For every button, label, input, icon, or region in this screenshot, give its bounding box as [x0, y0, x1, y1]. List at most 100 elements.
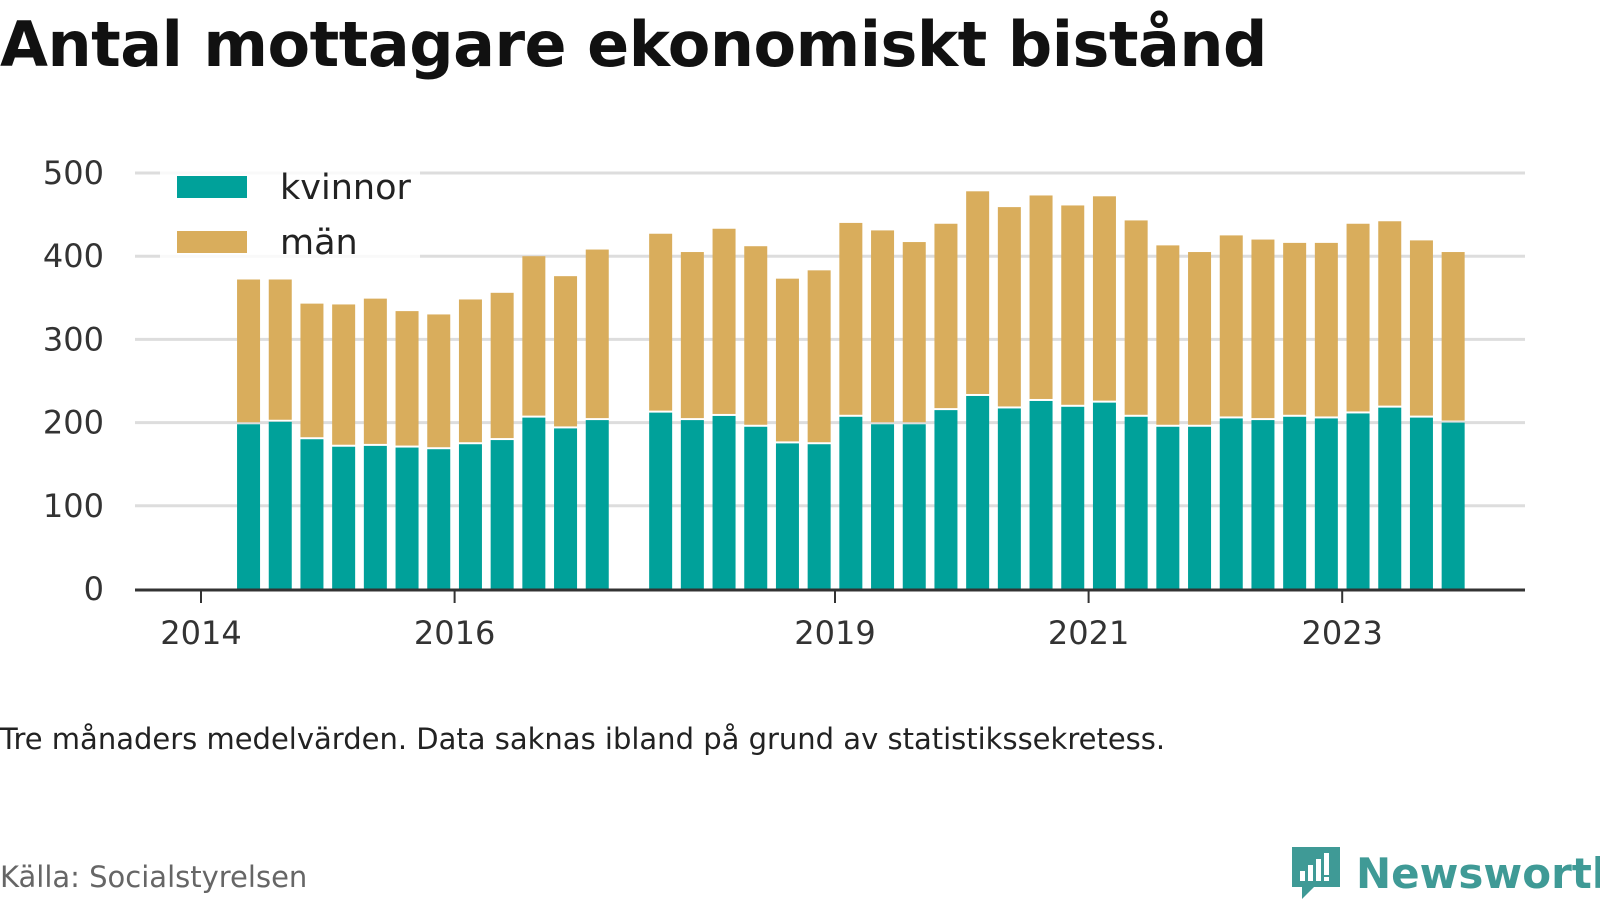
- y-tick-label: 500: [43, 154, 104, 192]
- bar-kvinnor: [1441, 422, 1465, 589]
- bar-kvinnor: [1156, 426, 1180, 589]
- bar-man: [1441, 252, 1465, 421]
- x-tick-label: 2014: [160, 614, 241, 652]
- bar-kvinnor: [1251, 420, 1275, 589]
- bar-kvinnor: [649, 412, 673, 589]
- axes: 0 100 200 300 400 500 2014 2016 2019 2021 2023: [43, 154, 1525, 652]
- bar-kvinnor: [1124, 416, 1148, 589]
- bar-man: [680, 252, 704, 419]
- bar-man: [458, 299, 482, 443]
- bar-kvinnor: [332, 446, 356, 589]
- bar-man: [744, 246, 768, 425]
- bar-kvinnor: [1409, 417, 1433, 589]
- bar-kvinnor: [744, 426, 768, 589]
- bar-kvinnor: [237, 424, 261, 589]
- y-tick-label: 300: [43, 320, 104, 358]
- bar-man: [395, 311, 419, 446]
- bar-kvinnor: [585, 420, 609, 589]
- bar-man: [427, 314, 451, 448]
- bar-man: [1378, 221, 1402, 406]
- bar-kvinnor: [934, 410, 958, 589]
- bar-man: [966, 191, 990, 394]
- x-tick-label: 2021: [1048, 614, 1129, 652]
- bar-man: [1314, 242, 1338, 417]
- bar-man: [1061, 205, 1085, 405]
- bar-man: [1283, 242, 1307, 415]
- legend-swatch: [177, 176, 247, 198]
- chart-title: Antal mottagare ekonomiskt bistånd: [0, 8, 1267, 81]
- bar-kvinnor: [871, 424, 895, 589]
- bar-kvinnor: [712, 415, 736, 589]
- bar-kvinnor: [490, 440, 514, 589]
- bar-kvinnor: [1029, 400, 1053, 589]
- bar-man: [1188, 252, 1212, 425]
- bar-kvinnor: [775, 443, 799, 589]
- bar-man: [490, 292, 514, 439]
- source-text: Källa: Socialstyrelsen: [0, 860, 308, 894]
- bar-man: [363, 298, 387, 444]
- chart: 0 100 200 300 400 500 2014 2016 2019 2021 2023 kvi…: [43, 154, 1525, 652]
- brand-logo: Newsworthy: [1290, 845, 1600, 901]
- x-tick-label: 2019: [794, 614, 875, 652]
- bar-man: [997, 207, 1021, 407]
- bar-kvinnor: [1219, 418, 1243, 589]
- y-tick-label: 400: [43, 237, 104, 275]
- bar-kvinnor: [554, 428, 578, 589]
- bar-man: [775, 278, 799, 442]
- bar-kvinnor: [1314, 418, 1338, 589]
- bar-kvinnor: [1061, 406, 1085, 589]
- bar-kvinnor: [458, 444, 482, 589]
- bar-man: [649, 233, 673, 411]
- bar-kvinnor: [966, 395, 990, 589]
- y-tick-label: 100: [43, 487, 104, 525]
- bar-man: [1346, 223, 1370, 412]
- bar-man: [585, 249, 609, 419]
- bar-kvinnor: [680, 420, 704, 589]
- bars: [237, 191, 1465, 589]
- bar-man: [1219, 235, 1243, 417]
- bar-kvinnor: [902, 424, 926, 589]
- y-tick-label: 0: [84, 570, 104, 608]
- bar-man: [1409, 240, 1433, 416]
- bar-kvinnor: [1188, 426, 1212, 589]
- legend-label: kvinnor: [280, 168, 411, 208]
- bar-man: [871, 230, 895, 423]
- bar-man: [807, 270, 831, 443]
- brand-name: Newsworthy: [1356, 848, 1600, 898]
- bar-man: [1029, 195, 1053, 399]
- x-tick-label: 2023: [1301, 614, 1382, 652]
- bar-kvinnor: [363, 445, 387, 589]
- bar-kvinnor: [300, 439, 324, 589]
- bar-kvinnor: [1092, 402, 1116, 589]
- bar-kvinnor: [395, 447, 419, 589]
- bar-kvinnor: [1346, 413, 1370, 589]
- bar-man: [934, 223, 958, 409]
- legend-swatch: [177, 231, 247, 253]
- legend-label: män: [280, 223, 358, 263]
- bar-kvinnor: [1283, 416, 1307, 589]
- bar-kvinnor: [268, 421, 292, 589]
- bar-kvinnor: [997, 408, 1021, 589]
- bar-man: [712, 228, 736, 414]
- bar-kvinnor: [427, 449, 451, 589]
- bar-man: [268, 279, 292, 420]
- x-tick-label: 2016: [414, 614, 495, 652]
- bar-man: [522, 256, 546, 416]
- bar-man: [1124, 220, 1148, 415]
- bar-kvinnor: [839, 416, 863, 589]
- chart-note: Tre månaders medelvärden. Data saknas ib…: [0, 722, 1166, 756]
- legend: kvinnor män: [160, 160, 420, 263]
- bar-man: [1156, 245, 1180, 425]
- bar-kvinnor: [522, 417, 546, 589]
- bar-kvinnor: [807, 444, 831, 589]
- newsworthy-logo-icon: [1292, 847, 1340, 899]
- bar-man: [300, 303, 324, 438]
- bar-man: [1092, 196, 1116, 401]
- y-tick-label: 200: [43, 404, 104, 442]
- bar-man: [1251, 239, 1275, 419]
- bar-kvinnor: [1378, 407, 1402, 589]
- bar-man: [554, 276, 578, 427]
- bar-man: [902, 242, 926, 423]
- bar-man: [332, 304, 356, 445]
- bar-man: [237, 279, 261, 423]
